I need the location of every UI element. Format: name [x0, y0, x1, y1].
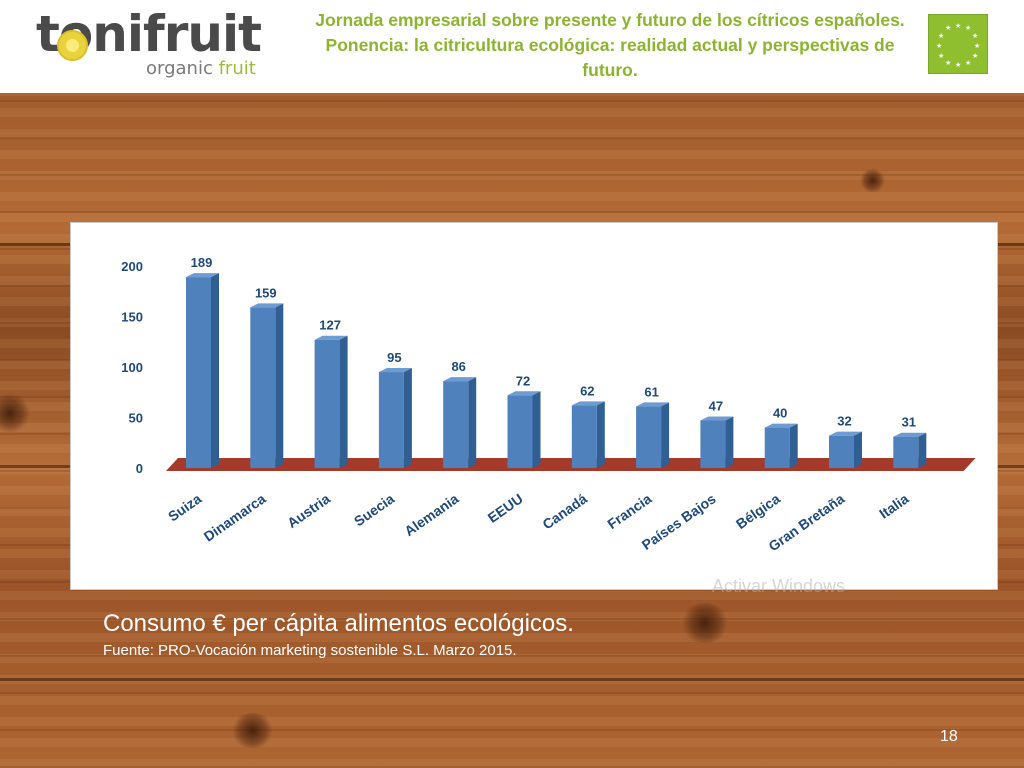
tonifruit-logo: tonifruit organic fruit	[36, 6, 266, 86]
bar	[893, 436, 919, 468]
category-label: Canadá	[539, 490, 590, 532]
wood-knot	[680, 603, 730, 643]
star-icon: ★	[965, 25, 972, 32]
bar-side	[275, 303, 284, 468]
data-label: 127	[319, 318, 341, 333]
bar-side	[725, 416, 734, 468]
bar-side	[854, 431, 862, 468]
logo-tagline-fruit: fruit	[218, 58, 256, 79]
bar-top	[700, 416, 734, 421]
bar	[829, 435, 854, 468]
star-icon: ★	[972, 53, 979, 60]
star-icon: ★	[955, 62, 962, 69]
plank-divider	[0, 678, 1024, 681]
data-label: 32	[837, 414, 851, 429]
bar-top	[314, 335, 348, 340]
bar	[636, 406, 662, 468]
y-tick-label: 200	[121, 259, 143, 274]
bar-side	[789, 423, 798, 468]
data-label: 159	[255, 285, 277, 300]
bar-top	[764, 423, 798, 428]
bar-side	[339, 335, 348, 468]
lemon-icon	[57, 30, 88, 61]
logo-tagline: organic fruit	[146, 58, 256, 79]
bar	[314, 339, 340, 468]
data-label: 47	[709, 399, 723, 414]
chart-caption-title: Consumo € per cápita alimentos ecológico…	[103, 610, 574, 637]
bar-top	[893, 432, 927, 437]
bar-top	[443, 377, 477, 382]
category-label: Suiza	[165, 490, 204, 524]
activation-watermark: Activar Windows	[712, 576, 846, 596]
star-icon: ★	[938, 53, 945, 60]
category-label: Austria	[284, 490, 333, 531]
y-tick-label: 150	[121, 310, 143, 325]
data-label: 95	[387, 350, 401, 365]
star-icon: ★	[938, 33, 945, 40]
wood-knot	[230, 713, 275, 748]
bar-side	[532, 391, 541, 468]
star-icon: ★	[972, 33, 979, 40]
bar-top	[829, 431, 862, 436]
wood-knot	[860, 168, 885, 193]
bar	[186, 277, 211, 468]
bar-top	[378, 368, 412, 373]
y-tick-label: 0	[136, 461, 143, 476]
bar	[250, 307, 276, 468]
bar-side	[661, 402, 670, 468]
data-label: 62	[580, 383, 594, 398]
category-label: Dinamarca	[201, 490, 269, 544]
category-label: Francia	[604, 490, 654, 532]
bar-top	[571, 401, 605, 406]
star-icon: ★	[974, 43, 981, 50]
bar-chart: 0 50 100 150 200 189 Suiza 159 Dinamarca 127 Austr…	[70, 222, 998, 590]
bar-side	[211, 273, 219, 468]
bar-top	[636, 402, 670, 407]
wood-knot	[0, 393, 30, 433]
star-icon: ★	[945, 25, 952, 32]
bar-side	[468, 377, 477, 468]
bar	[378, 372, 404, 468]
data-label: 86	[451, 359, 465, 374]
data-label: 189	[191, 255, 213, 270]
star-icon: ★	[965, 60, 972, 67]
star-icon: ★	[955, 23, 962, 30]
star-icon: ★	[936, 43, 943, 50]
bar-top	[250, 303, 284, 308]
category-label: Bélgica	[733, 490, 783, 532]
eu-organic-logo-icon: ★ ★ ★ ★ ★ ★ ★ ★ ★ ★ ★ ★	[928, 14, 988, 74]
data-label: 72	[516, 373, 530, 388]
page-number: 18	[940, 728, 958, 745]
bar-chart-canvas: 0 50 100 150 200 189 Suiza 159 Dinamarca 127 Austr…	[121, 255, 976, 554]
y-tick-label: 50	[129, 411, 143, 426]
bar-top	[507, 391, 541, 396]
category-label: EEUU	[485, 490, 526, 525]
bar	[700, 420, 726, 468]
data-label: 40	[773, 406, 787, 421]
presentation-title: Jornada empresarial sobre presente y fut…	[315, 10, 905, 80]
bar	[507, 395, 533, 468]
bar-top	[186, 273, 219, 278]
bar	[571, 405, 597, 468]
bar-side	[403, 368, 412, 468]
data-label: 61	[644, 384, 658, 399]
data-label: 31	[902, 415, 916, 430]
category-label: Alemania	[401, 490, 461, 539]
category-label: Italia	[876, 490, 911, 522]
star-icon: ★	[945, 60, 952, 67]
chart-caption-source: Fuente: PRO-Vocación marketing sostenibl…	[103, 642, 517, 659]
bar	[443, 381, 469, 468]
category-label: Suecia	[351, 490, 397, 529]
logo-tagline-organic: organic	[146, 58, 213, 79]
bar-side	[918, 432, 927, 468]
bar	[764, 427, 790, 468]
bar-side	[596, 401, 605, 468]
y-tick-label: 100	[121, 360, 143, 375]
slide-header: tonifruit organic fruit Jornada empresar…	[0, 0, 1024, 93]
